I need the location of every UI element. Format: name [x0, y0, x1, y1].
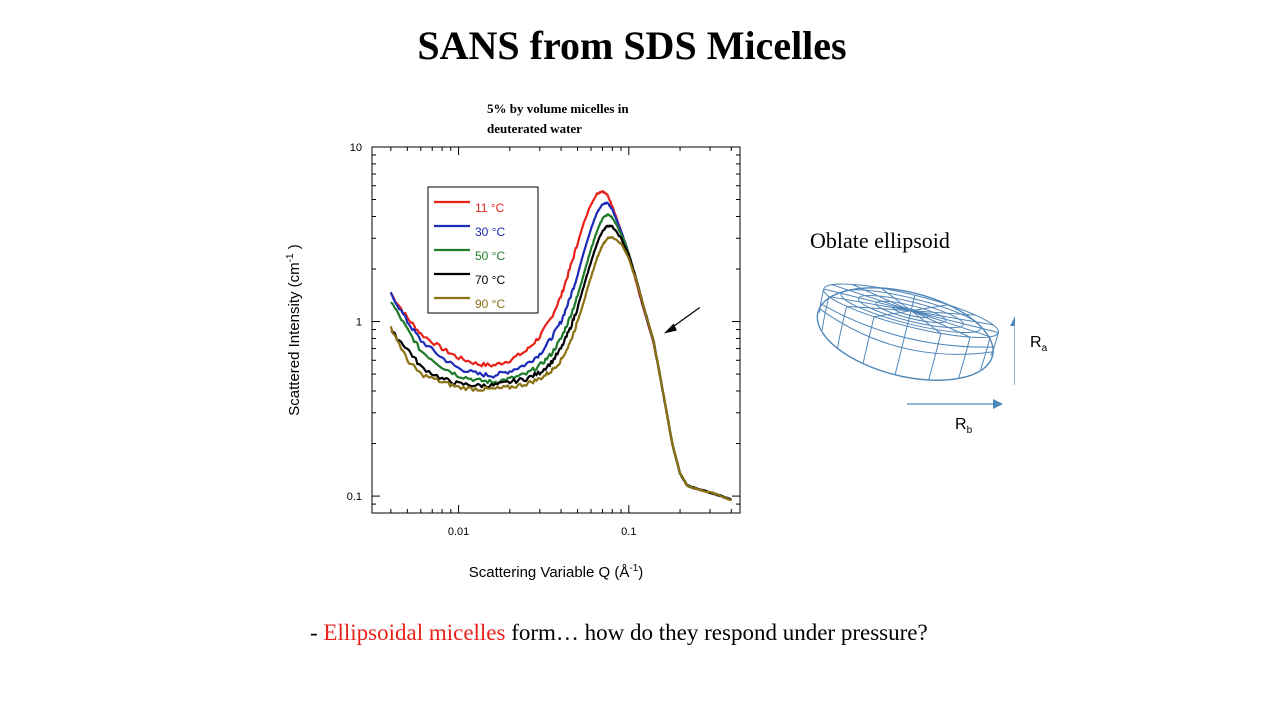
ellipsoid-mesh: [816, 283, 999, 381]
meridian-top: [828, 296, 912, 312]
meridian-top: [851, 283, 912, 312]
ra-label: Ra: [1030, 334, 1048, 355]
ellipsoid-outline: [816, 287, 994, 381]
rb-label: Rb: [955, 416, 973, 437]
meridian-side: [990, 332, 999, 356]
legend-label: 90 °C: [475, 297, 505, 311]
legend-label: 50 °C: [475, 249, 505, 263]
meridian-side: [894, 326, 908, 375]
meridian-top: [910, 310, 999, 334]
meridian-top: [910, 304, 949, 312]
legend-label: 11 °C: [475, 201, 505, 215]
meridian-top: [910, 310, 971, 338]
rb-arrow-head: [993, 399, 1003, 409]
ra-arrow-head: [1010, 316, 1015, 326]
bottom-caption: - Ellipsoidal micelles form… how do they…: [310, 620, 928, 645]
meridian-side: [979, 336, 991, 370]
ellipsoid-label: Oblate ellipsoid: [810, 228, 950, 253]
meridian-side: [862, 316, 875, 364]
meridian-top: [823, 288, 912, 312]
meridian-top: [831, 284, 912, 312]
meridian-side: [958, 336, 971, 379]
x-axis-label: Scattering Variable Q (Å-1): [469, 563, 644, 581]
meridian-top: [911, 310, 976, 316]
meridian-side: [821, 296, 830, 330]
x-tick-label: 0.1: [621, 526, 636, 538]
meridian-top: [910, 310, 942, 334]
y-tick-label: 10: [350, 142, 362, 154]
y-tick-label: 0.1: [347, 491, 362, 503]
meridian-top: [906, 310, 912, 327]
meridian-side: [819, 288, 825, 313]
oblate-ellipsoid-diagram: [816, 283, 1015, 409]
meridian-top: [910, 310, 991, 338]
meridian-top: [846, 305, 912, 312]
legend-label: 70 °C: [475, 273, 505, 287]
y-tick-label: 1: [356, 317, 362, 329]
meridian-top: [880, 287, 912, 312]
meridian-top: [910, 310, 994, 326]
meridian-top: [910, 295, 916, 311]
legend-label: 30 °C: [475, 225, 505, 239]
y-axis-label: Scattered Intensity (cm-1 ): [285, 244, 303, 415]
slide-title: SANS from SDS Micelles: [417, 23, 847, 68]
meridian-side: [837, 306, 848, 348]
meridian-top: [873, 310, 912, 318]
chart-note: 5% by volume micelles in deuterated wate…: [487, 101, 629, 136]
series-line: [389, 235, 732, 502]
annotation-arrow-head: [663, 323, 677, 334]
highlight-text: Ellipsoidal micelles: [323, 620, 506, 645]
x-tick-label: 0.01: [448, 526, 469, 538]
meridian-side: [928, 333, 942, 380]
